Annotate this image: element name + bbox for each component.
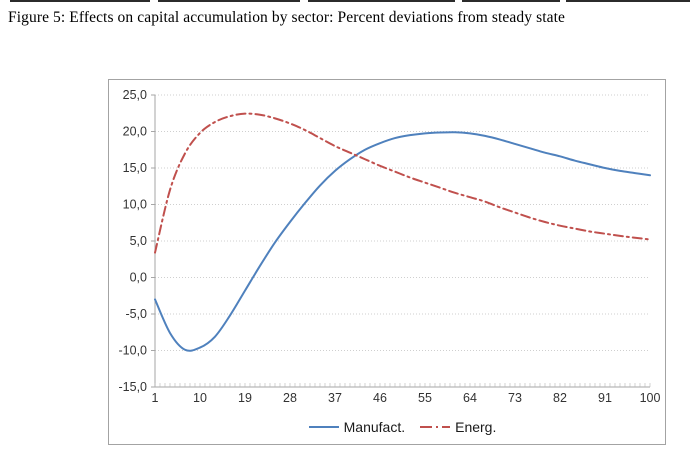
chart: 25,0 20,0 15,0 10,0 5,0 0,0 -5,0 -10,0 -15,0 1 10 1…: [108, 79, 666, 445]
y-tick-label: 10,0: [123, 198, 147, 212]
chart-canvas: 25,0 20,0 15,0 10,0 5,0 0,0 -5,0 -10,0 -15,0 1 10 1…: [119, 88, 661, 405]
x-tick-label: 55: [418, 391, 432, 405]
x-tick-label: 73: [508, 391, 522, 405]
x-tick-label: 100: [640, 391, 661, 405]
y-tick-label: 25,0: [123, 88, 147, 102]
x-tick-label: 64: [463, 391, 477, 405]
series-line-energ: [154, 112, 651, 254]
manufact-line-swatch: [308, 426, 339, 428]
cropped-text-artifact: [308, 0, 455, 2]
cropped-text-artifact: [10, 0, 150, 2]
x-tick-label: 46: [373, 391, 387, 405]
x-tick-label: 37: [328, 391, 342, 405]
y-tick-label: 20,0: [123, 125, 147, 139]
legend-label-energ: Energ.: [455, 419, 497, 435]
cropped-text-artifact: [566, 0, 690, 2]
y-tick-label: 5,0: [130, 234, 147, 248]
x-tick-label: 1: [152, 391, 159, 405]
y-tick-label: 0,0: [130, 271, 147, 285]
chart-legend: Manufact. Energ.: [155, 416, 650, 438]
y-tick-label: 15,0: [123, 161, 147, 175]
y-tick-label: -10,0: [119, 344, 148, 358]
x-tick-label: 82: [553, 391, 567, 405]
series-line-manufact: [154, 131, 651, 352]
x-tick-label: 91: [598, 391, 612, 405]
legend-item-energ: Energ.: [420, 419, 496, 435]
x-tick-label: 19: [238, 391, 252, 405]
legend-label-manufact: Manufact.: [343, 419, 406, 435]
figure-caption: Figure 5: Effects on capital accumulatio…: [8, 9, 565, 26]
x-tick-label: 10: [193, 391, 207, 405]
y-tick-label: -15,0: [119, 380, 148, 394]
legend-item-manufact: Manufact.: [308, 419, 406, 435]
cropped-text-artifact: [158, 0, 300, 2]
y-tick-label: -5,0: [125, 307, 147, 321]
x-tick-label: 28: [283, 391, 297, 405]
energ-line-swatch: [420, 426, 451, 428]
cropped-text-artifact: [462, 0, 560, 2]
